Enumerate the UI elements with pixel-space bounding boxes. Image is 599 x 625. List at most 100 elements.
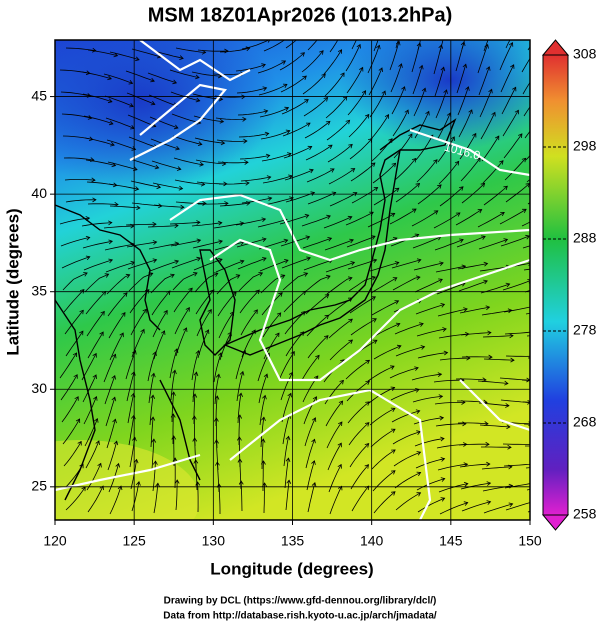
streamline bbox=[329, 40, 339, 53]
streamline-arrow bbox=[443, 350, 449, 356]
streamline-arrow bbox=[415, 182, 421, 188]
streamline bbox=[411, 373, 442, 381]
streamline-arrow bbox=[79, 309, 84, 315]
streamline bbox=[373, 40, 379, 52]
streamline-arrow bbox=[261, 237, 267, 242]
streamline bbox=[283, 290, 306, 313]
streamline bbox=[458, 280, 488, 292]
streamline bbox=[524, 130, 530, 139]
streamline bbox=[303, 259, 333, 271]
streamline bbox=[393, 133, 413, 159]
streamline-arrow bbox=[171, 391, 176, 396]
streamline bbox=[415, 458, 445, 469]
streamline bbox=[523, 423, 530, 425]
streamline bbox=[391, 86, 405, 115]
streamline-arrow bbox=[261, 63, 266, 68]
coastlines bbox=[55, 118, 457, 501]
streamline-arrow bbox=[136, 205, 141, 211]
streamline bbox=[389, 367, 419, 379]
streamline bbox=[218, 311, 235, 339]
streamline bbox=[240, 480, 243, 512]
streamline-arrow bbox=[390, 470, 396, 475]
isobar bbox=[139, 40, 251, 82]
streamline bbox=[347, 90, 366, 116]
streamline bbox=[367, 45, 380, 74]
streamline-arrow bbox=[486, 500, 492, 505]
streamline bbox=[171, 257, 201, 269]
streamline bbox=[84, 137, 115, 146]
streamline-arrow bbox=[239, 370, 245, 376]
streamline-arrow bbox=[302, 75, 307, 80]
streamline bbox=[460, 157, 481, 182]
streamline bbox=[478, 66, 490, 96]
streamline-arrow bbox=[342, 26, 346, 30]
streamline-arrow bbox=[92, 352, 97, 358]
streamline bbox=[325, 400, 343, 427]
streamline-arrow bbox=[500, 212, 505, 217]
streamline-arrow bbox=[306, 256, 311, 262]
streamline-arrow bbox=[365, 380, 371, 385]
streamline-arrow bbox=[468, 20, 472, 24]
streamline bbox=[413, 417, 444, 425]
streamline bbox=[258, 84, 288, 96]
streamline-arrow bbox=[237, 414, 243, 419]
streamline bbox=[477, 380, 508, 384]
streamline-arrow bbox=[110, 141, 115, 147]
streamline bbox=[373, 187, 400, 206]
streamline-arrow bbox=[262, 86, 268, 92]
streamline bbox=[152, 461, 156, 492]
streamline-arrow bbox=[359, 66, 364, 72]
colorbar-tick-label: 278 bbox=[573, 322, 597, 338]
streamline-arrow bbox=[97, 462, 102, 468]
streamline bbox=[505, 40, 511, 49]
streamline-arrow bbox=[156, 184, 162, 190]
streamline-arrow bbox=[173, 348, 179, 353]
streamline bbox=[503, 463, 530, 467]
y-tick-label: 35 bbox=[31, 282, 47, 298]
streamline bbox=[394, 158, 417, 181]
streamline bbox=[478, 239, 508, 250]
streamline bbox=[417, 184, 442, 205]
streamline bbox=[323, 216, 352, 229]
streamline-arrow bbox=[185, 307, 190, 312]
streamline bbox=[235, 218, 266, 226]
streamline bbox=[62, 272, 88, 291]
streamline bbox=[238, 133, 269, 138]
streamline bbox=[219, 202, 250, 207]
streamline-arrow bbox=[170, 273, 175, 279]
streamline bbox=[215, 260, 244, 273]
streamline-arrow bbox=[348, 318, 353, 324]
streamline-arrow bbox=[542, 26, 546, 30]
streamline-arrow bbox=[442, 327, 447, 332]
streamline-arrow bbox=[262, 394, 267, 400]
streamline-arrow bbox=[218, 96, 224, 102]
streamline-arrow bbox=[285, 435, 291, 441]
streamline bbox=[153, 483, 159, 514]
streamline-arrow bbox=[152, 351, 157, 356]
streamline-arrow bbox=[331, 191, 337, 197]
streamline-arrow bbox=[509, 333, 514, 339]
streamline-arrow bbox=[178, 185, 184, 191]
streamline-arrow bbox=[201, 49, 207, 55]
streamline bbox=[502, 280, 530, 291]
streamline-arrow bbox=[531, 330, 535, 334]
streamline-arrow bbox=[419, 64, 424, 70]
streamline-arrow bbox=[239, 221, 245, 226]
streamline-arrow bbox=[462, 421, 467, 427]
streamline-arrow bbox=[264, 131, 270, 137]
streamline-arrow bbox=[195, 481, 201, 486]
streamline-arrow bbox=[433, 210, 439, 215]
streamline bbox=[301, 355, 320, 381]
streamline-arrow bbox=[531, 500, 535, 504]
streamline-arrow bbox=[163, 309, 168, 315]
streamline-arrow bbox=[483, 279, 488, 285]
streamline-arrow bbox=[371, 296, 376, 301]
streamline-arrow bbox=[262, 482, 267, 487]
streamline-arrow bbox=[174, 479, 180, 484]
streamline bbox=[326, 277, 353, 295]
streamline-arrow bbox=[154, 164, 160, 170]
streamline bbox=[458, 443, 490, 446]
streamline bbox=[106, 274, 130, 295]
streamline-arrow bbox=[196, 256, 202, 262]
streamline-arrow bbox=[215, 461, 220, 466]
